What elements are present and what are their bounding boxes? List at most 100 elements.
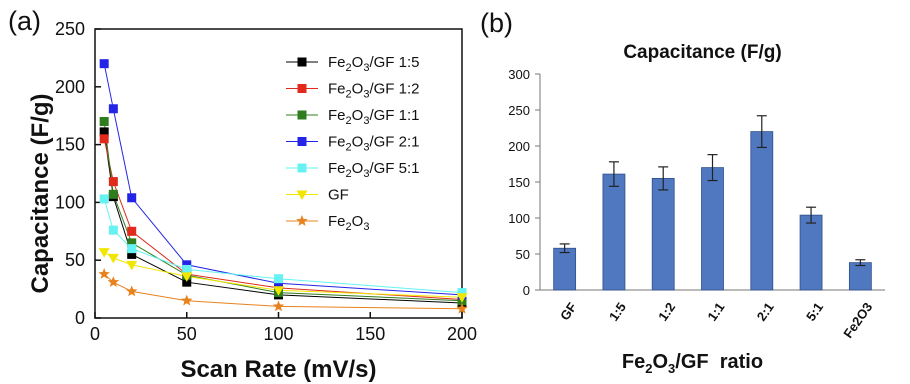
y-tick-label: 0 [523, 283, 530, 298]
data-point [127, 193, 137, 203]
legend-text-rest: /GF 1:2 [369, 81, 419, 98]
legend-text-mid: O [352, 160, 364, 177]
chart-a-series-lines [103, 63, 463, 310]
xlabel-part-fe: Fe [622, 351, 645, 373]
legend-text-mid: O [352, 213, 364, 230]
xlabel-part-sub3: 3 [668, 361, 675, 376]
legend-entry: Fe2O3/GF 2:1 [328, 134, 419, 154]
data-point [274, 274, 283, 284]
chart-a-x-axis-title: Scan Rate (mV/s) [180, 356, 376, 383]
chart-a-y-axis-title: Capacitance (F/g) [27, 93, 54, 293]
legend-text-sub2: 3 [363, 168, 369, 180]
y-tick-label: 150 [508, 175, 530, 190]
data-point [181, 272, 193, 282]
chart-b-x-axis-title: Fe2O3/GF ratio [622, 351, 763, 376]
legend-text-rest: /GF 1:5 [369, 54, 419, 71]
data-point [182, 260, 192, 270]
legend-marker [297, 137, 307, 146]
series-line-0 [103, 131, 463, 304]
y-tick-label: 200 [55, 77, 85, 97]
chart-a-axes: 0 50 100 150 200 250 0 50 100 150 200 [55, 19, 477, 344]
legend-text-main: Fe [328, 107, 346, 124]
x-tick-label: 0 [90, 324, 100, 344]
series-line-4 [103, 198, 463, 294]
legend-text-sub2: 3 [363, 62, 369, 74]
bar [750, 131, 774, 291]
y-tick-label: 300 [508, 67, 530, 82]
legend-text-main: Fe [328, 54, 346, 71]
legend-entry: Fe2O3/GF 5:1 [328, 160, 419, 180]
data-point [107, 276, 120, 288]
chart-b-axes: 0 50 100 150 200 250 300 GF 1:5 1:2 1:1 2:1 5:1 Fe2O3 [508, 67, 885, 341]
data-point [99, 116, 109, 126]
data-point [127, 249, 137, 259]
data-point [274, 278, 283, 288]
legend-text-mid: O [352, 107, 364, 124]
legend-text-sub2: 3 [363, 115, 369, 127]
legend-entry: GF [328, 187, 349, 204]
data-point [99, 194, 109, 204]
legend-marker [297, 163, 307, 173]
legend-text-main: Fe [328, 213, 346, 230]
x-tick-label: GF [557, 300, 580, 323]
y-tick-label: 50 [65, 250, 85, 270]
x-tick-label: 5:1 [803, 300, 826, 324]
x-tick-label: 200 [447, 324, 477, 344]
data-point [99, 59, 109, 69]
chart-a-series-markers [98, 59, 468, 314]
chart-b-bar-chart: Capacitance (F/g) 0 50 100 150 200 250 300 GF 1:… [508, 42, 885, 376]
y-tick-label: 150 [55, 135, 85, 155]
legend-text-main: GF [328, 187, 349, 204]
y-tick-label: 100 [55, 192, 85, 212]
legend-text-sub: 2 [346, 168, 352, 180]
data-point [107, 253, 119, 264]
bar [651, 177, 675, 291]
y-tick-label: 50 [516, 247, 530, 262]
data-point [127, 244, 137, 254]
data-point [98, 268, 110, 279]
x-tick-label: 1:1 [704, 300, 727, 324]
data-point [456, 302, 468, 314]
xlabel-part-rest: /GF ratio [675, 351, 763, 373]
x-tick-label: 1:2 [655, 300, 678, 324]
data-point [456, 293, 468, 303]
legend-text-main: Fe [328, 134, 346, 151]
x-tick-label: 50 [177, 324, 197, 344]
data-point [181, 294, 193, 306]
bar [602, 173, 626, 291]
legend-text-sub2: 3 [363, 142, 369, 154]
data-point [98, 248, 110, 258]
legend-text-main: Fe [328, 81, 346, 98]
legend-text-mid: O [352, 54, 364, 71]
legend-text-mid: O [352, 134, 364, 151]
legend-marker [296, 215, 308, 226]
data-point [108, 177, 118, 187]
series-line-3 [103, 63, 463, 296]
data-point [108, 225, 118, 235]
bar [799, 214, 823, 291]
bar [848, 262, 872, 291]
legend-text-sub: 2 [346, 221, 352, 233]
data-point [127, 226, 137, 236]
legend-entry: Fe2O3/GF 1:5 [328, 54, 419, 74]
legend-entry: Fe2O3/GF 1:2 [328, 81, 419, 101]
bar [701, 167, 724, 291]
series-line-1 [103, 138, 463, 300]
legend-marker [297, 57, 307, 67]
y-tick-label: 100 [508, 211, 530, 226]
legend-text-main: Fe [328, 160, 346, 177]
chart-b-bars [553, 115, 872, 291]
legend-text-mid: O [352, 81, 364, 98]
data-point [99, 134, 109, 144]
panel-b-label: (b) [480, 8, 513, 38]
data-point [457, 288, 467, 298]
x-tick-label: 1:5 [606, 300, 629, 324]
x-tick-label: 100 [263, 324, 293, 344]
data-point [99, 127, 109, 137]
legend-text-sub: 2 [346, 89, 352, 101]
legend-marker [296, 190, 308, 200]
data-point [126, 260, 138, 271]
x-tick-label: 2:1 [754, 300, 777, 324]
